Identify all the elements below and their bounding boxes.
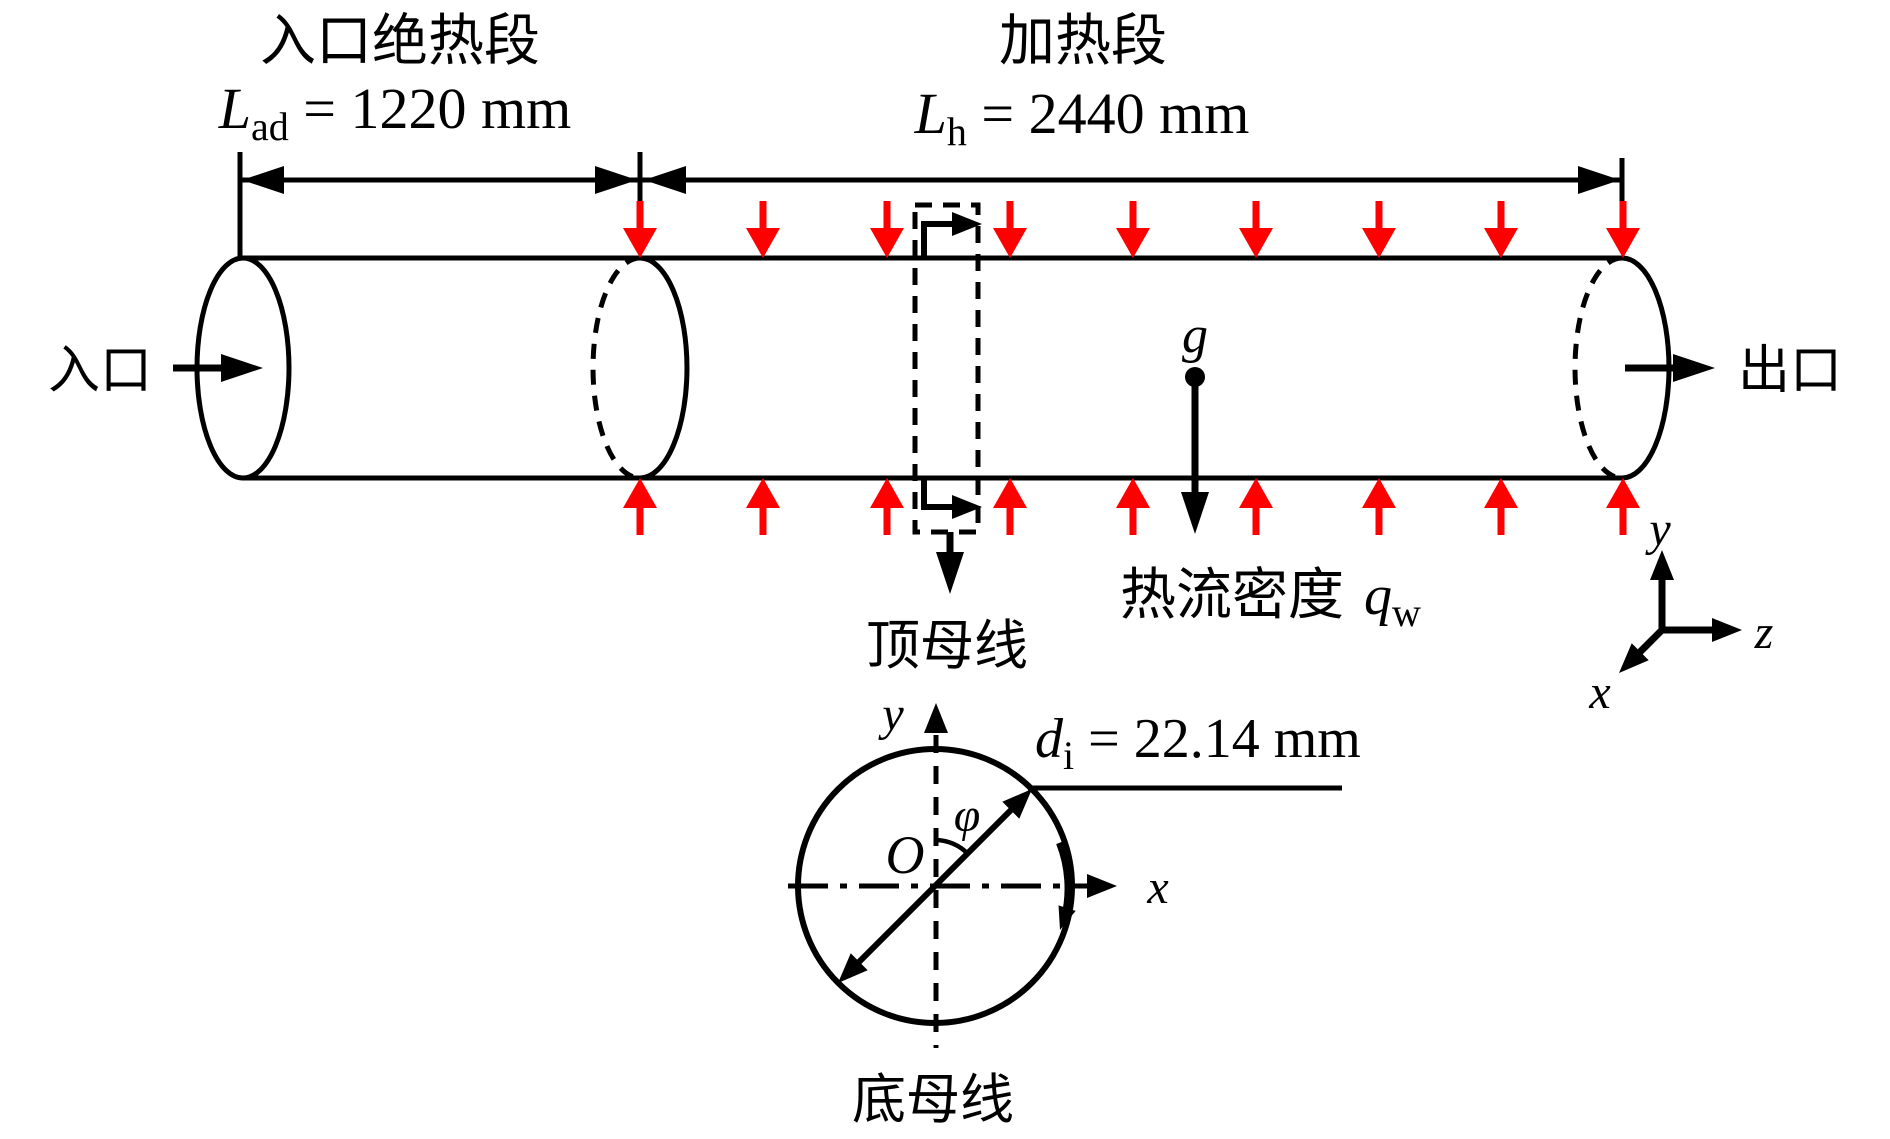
diameter-subscript: i — [1063, 733, 1074, 778]
cross-section-phi-label: φ — [954, 789, 981, 842]
adiabatic-section-title: 入口绝热段 — [260, 11, 540, 73]
heated-section-title: 加热段 — [999, 11, 1167, 73]
dimension-lines — [237, 152, 1625, 258]
bottom-generatrix-flow-arrow-shaft — [921, 478, 958, 510]
flow-arrows — [173, 354, 1715, 382]
triad-z-label: z — [1754, 606, 1774, 659]
triad-y-label: y — [1644, 503, 1671, 556]
adiabatic-length-symbol: L — [218, 76, 251, 141]
coordinate-triad — [1610, 550, 1742, 682]
adiabatic-length-value: = 1220 mm — [289, 76, 571, 141]
phi-angle-arc — [935, 837, 970, 856]
cross-section-origin-label: O — [886, 825, 925, 885]
heat-flux-text: 热流密度 — [1120, 565, 1344, 627]
triad-x-label: x — [1588, 666, 1610, 719]
heat-flux-label: 热流密度 qw — [1120, 565, 1421, 635]
diameter-label: di = 22.14 mm — [1035, 708, 1361, 778]
diameter-arrow-shaft — [845, 796, 1025, 976]
gravity-vector — [1181, 367, 1209, 534]
adiabatic-length-subscript: ad — [251, 104, 289, 149]
top-generatrix-flow-arrow-shaft — [921, 221, 958, 258]
cross-section-view — [788, 703, 1342, 1048]
diameter-symbol: d — [1035, 708, 1064, 770]
diameter-value: = 22.14 mm — [1074, 708, 1361, 770]
cross-section-y-label: y — [877, 688, 904, 741]
inlet-label: 入口 — [48, 343, 152, 400]
heated-length-value: = 2440 mm — [967, 81, 1249, 146]
cross-section-marker — [912, 202, 982, 594]
outlet-label: 出口 — [1738, 343, 1842, 400]
section-boundary-ellipse-front — [639, 255, 690, 481]
bottom-generatrix-label: 底母线 — [852, 1070, 1014, 1130]
cross-section-x-label: x — [1146, 861, 1168, 914]
adiabatic-length-label: Lad = 1220 mm — [218, 76, 571, 149]
heat-flux-subscript: w — [1392, 590, 1421, 635]
heated-length-symbol: L — [914, 81, 947, 146]
top-generatrix-label: 顶母线 — [866, 616, 1028, 676]
gravity-label: g — [1182, 307, 1208, 364]
heated-length-label: Lh = 2440 mm — [914, 81, 1250, 154]
heated-length-subscript: h — [947, 109, 967, 154]
heat-flux-symbol: q — [1364, 565, 1392, 627]
